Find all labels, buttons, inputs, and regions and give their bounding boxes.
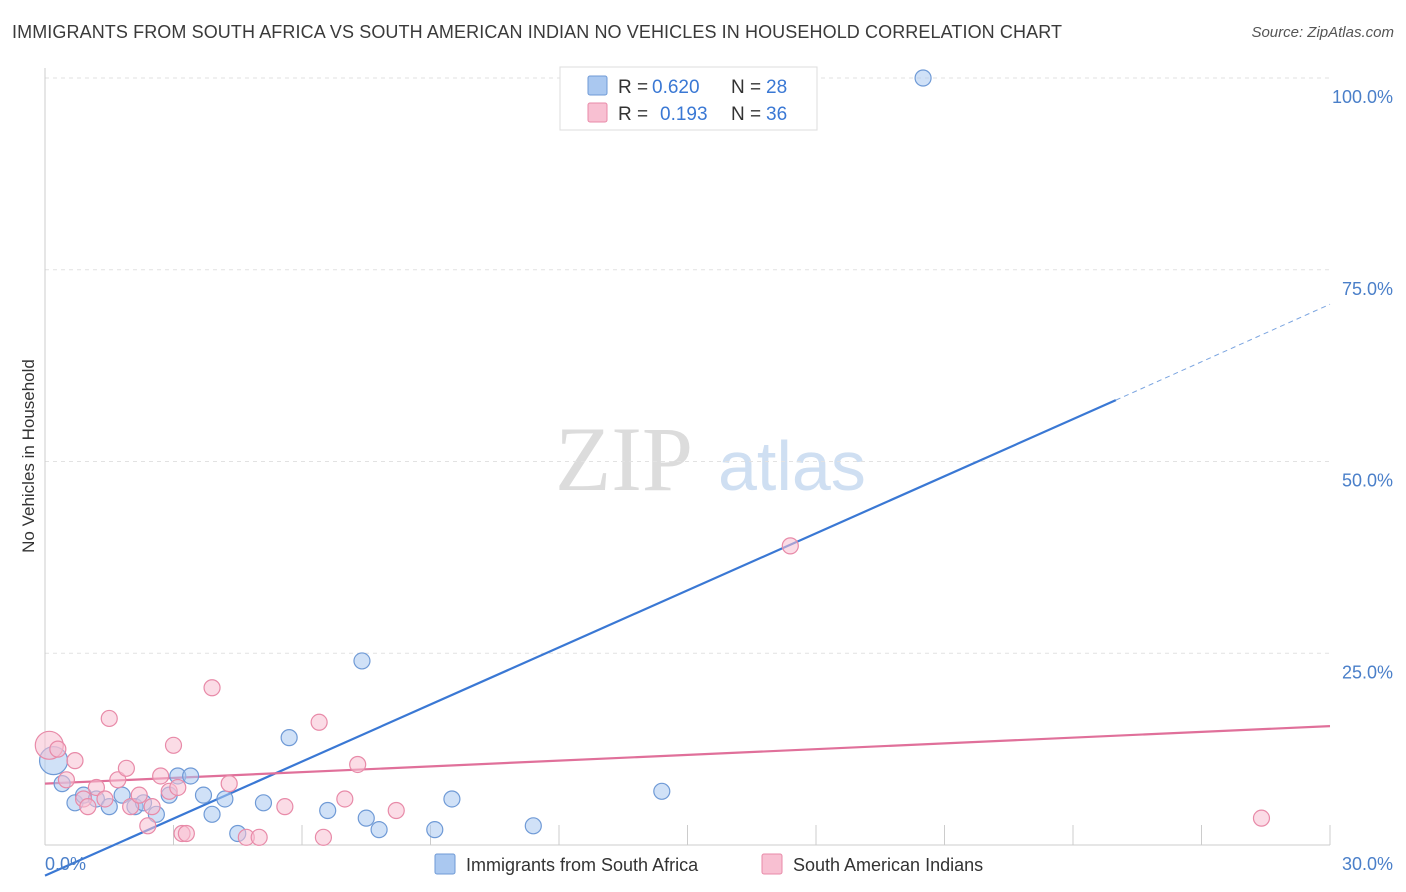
point-south-american-indians-24 — [250, 828, 268, 846]
point-south-africa-18 — [280, 729, 298, 747]
x-tick-label-30: 30.0% — [1342, 854, 1393, 874]
y-tick-label-75: 75.0% — [1342, 279, 1393, 299]
point-south-american-indians-27 — [314, 828, 333, 846]
y-axis-label: No Vehicles in Household — [19, 359, 38, 553]
point-south-american-indians-25 — [276, 798, 294, 816]
point-south-american-indians-3 — [66, 752, 84, 770]
watermark: ZIP atlas — [555, 408, 866, 510]
point-south-american-indians-26 — [310, 713, 328, 731]
point-south-american-indians-8 — [100, 709, 118, 728]
point-south-africa-21 — [357, 809, 375, 827]
point-south-american-indians-6 — [87, 778, 106, 797]
point-south-africa-26 — [653, 782, 671, 800]
point-south-africa-25 — [524, 817, 542, 835]
watermark-atlas: atlas — [718, 427, 866, 505]
legend-n-value-1: 28 — [766, 77, 787, 98]
trend-line-south-american-indians — [44, 725, 1331, 785]
point-south-american-indians-12 — [130, 786, 148, 804]
point-south-american-indians-13 — [139, 817, 157, 835]
tick-labels: 25.0% 50.0% 75.0% 100.0% 0.0% 30.0% — [45, 87, 1393, 874]
point-south-american-indians-29 — [349, 755, 367, 774]
legend-n-label-2: N = — [731, 104, 761, 125]
legend-n-value-2: 36 — [766, 104, 787, 125]
point-south-american-indians-9 — [109, 771, 127, 789]
legend-r-value-2: 0.193 — [660, 104, 708, 125]
series-legend-label-south-american-indians: South American Indians — [793, 855, 983, 875]
y-tick-label-25: 25.0% — [1342, 662, 1393, 682]
point-south-africa-19 — [319, 801, 337, 820]
point-south-africa-17 — [254, 794, 273, 812]
point-south-american-indians-22 — [220, 775, 238, 793]
legend-r-label-2: R = — [618, 104, 648, 125]
legend-swatch-south-american-indians — [587, 102, 608, 123]
point-south-american-indians-2 — [57, 771, 76, 789]
y-tick-label-100: 100.0% — [1332, 87, 1393, 107]
point-south-american-indians-20 — [177, 824, 195, 843]
series-legend-swatch-south-american-indians — [761, 853, 783, 875]
point-south-american-indians-28 — [336, 790, 354, 808]
grid — [45, 77, 1330, 654]
point-south-american-indians-15 — [152, 767, 170, 785]
legend-swatch-south-africa — [587, 75, 608, 96]
point-south-american-indians-1 — [49, 740, 67, 758]
point-south-africa-12 — [182, 767, 200, 785]
point-south-american-indians-21 — [203, 679, 221, 697]
legend-r-label-1: R = — [618, 77, 648, 98]
point-south-american-indians-5 — [79, 798, 97, 816]
data-points — [34, 69, 1271, 846]
legend-n-label-1: N = — [731, 77, 761, 98]
y-tick-label-50: 50.0% — [1342, 471, 1393, 491]
point-south-africa-22 — [370, 821, 388, 839]
point-south-american-indians-14 — [143, 798, 161, 816]
chart-title: IMMIGRANTS FROM SOUTH AFRICA VS SOUTH AM… — [12, 22, 1063, 42]
series-legend-swatch-south-africa — [434, 853, 456, 875]
point-south-american-indians-7 — [96, 790, 114, 808]
point-south-africa-13 — [194, 786, 213, 804]
series-legend: Immigrants from South Africa South Ameri… — [434, 853, 983, 875]
stats-legend: R = 0.620 N = 28 R = 0.193 N = 36 — [559, 66, 818, 131]
point-south-africa-27 — [914, 69, 932, 87]
trend-lines — [44, 303, 1331, 877]
trend-line-south-africa-extension — [1115, 303, 1331, 401]
point-south-american-indians-11 — [122, 798, 140, 816]
x-tick-label-0: 0.0% — [45, 854, 86, 874]
point-south-american-indians-10 — [117, 759, 135, 777]
point-south-american-indians-31 — [781, 537, 799, 555]
series-legend-label-south-africa: Immigrants from South Africa — [466, 855, 699, 875]
point-south-american-indians-18 — [169, 778, 187, 797]
point-south-africa-24 — [443, 790, 461, 808]
legend-r-value-1: 0.620 — [652, 77, 700, 98]
point-south-africa-14 — [203, 805, 221, 823]
point-south-africa-23 — [426, 821, 444, 839]
point-south-american-indians-17 — [164, 736, 183, 754]
point-south-africa-15 — [216, 790, 234, 808]
point-south-africa-20 — [353, 652, 371, 670]
point-south-american-indians-32 — [1252, 809, 1271, 827]
source-label: Source: ZipAtlas.com — [1251, 24, 1394, 41]
watermark-zip: ZIP — [555, 408, 693, 510]
point-south-american-indians-30 — [387, 801, 405, 820]
